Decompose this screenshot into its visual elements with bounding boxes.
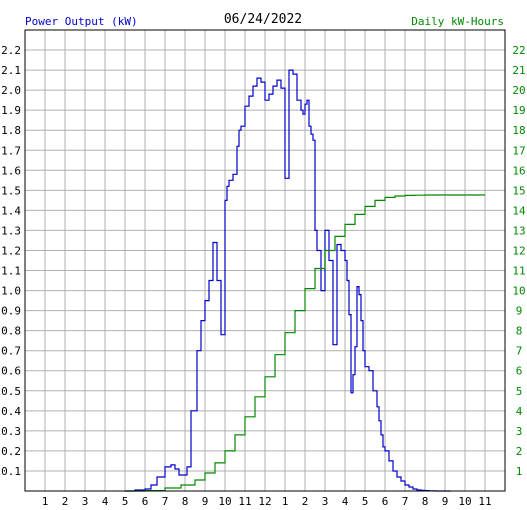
x-tick-label: 4	[102, 495, 109, 508]
right-tick-label: 5	[516, 385, 523, 398]
x-tick-label: 8	[182, 495, 189, 508]
x-tick-label: 6	[142, 495, 149, 508]
x-tick-label: 9	[442, 495, 449, 508]
x-tick-label: 6	[382, 495, 389, 508]
left-tick-label: 2.2	[1, 44, 21, 57]
power-output-series-line	[125, 69, 451, 492]
x-tick-label: 3	[322, 495, 329, 508]
left-tick-label: 1.3	[1, 224, 21, 237]
right-tick-label: 11	[512, 265, 525, 278]
x-axis-ticks: 1 2 3 4 5 6 7 8 9 10 11 12 1 2 3 4 5 6 7 8 9 10 11	[42, 495, 492, 508]
left-tick-label: 0.1	[1, 465, 21, 478]
left-tick-label: 1.2	[1, 244, 21, 257]
x-tick-label: 11	[238, 495, 251, 508]
right-tick-label: 9	[516, 305, 523, 318]
left-tick-label: 1.9	[1, 104, 21, 117]
left-tick-label: 0.3	[1, 425, 21, 438]
left-axis-ticks: 0.1 0.2 0.3 0.4 0.5 0.6 0.7 0.8 0.9 1.0 1.1 1.2 1.3 1…	[1, 44, 21, 478]
left-tick-label: 0.4	[1, 405, 21, 418]
right-tick-label: 17	[512, 144, 525, 157]
left-tick-label: 0.8	[1, 325, 21, 338]
x-tick-label: 4	[342, 495, 349, 508]
left-axis-title: Power Output (kW)	[25, 15, 138, 28]
x-tick-label: 9	[202, 495, 209, 508]
left-tick-label: 1.8	[1, 124, 21, 137]
left-tick-label: 0.7	[1, 345, 21, 358]
right-tick-label: 8	[516, 325, 523, 338]
x-tick-label: 5	[122, 495, 129, 508]
left-tick-label: 1.4	[1, 204, 21, 217]
right-tick-label: 20	[512, 84, 525, 97]
right-tick-label: 21	[512, 64, 525, 77]
right-tick-label: 13	[512, 224, 525, 237]
x-tick-label: 7	[402, 495, 409, 508]
right-tick-label: 14	[512, 204, 526, 217]
chart-title: 06/24/2022	[224, 12, 302, 27]
grid	[25, 30, 505, 491]
right-tick-label: 16	[512, 164, 525, 177]
left-tick-label: 2.0	[1, 84, 21, 97]
x-tick-label: 2	[302, 495, 309, 508]
right-tick-label: 1	[516, 465, 523, 478]
right-tick-label: 4	[516, 405, 523, 418]
right-tick-label: 6	[516, 365, 523, 378]
left-tick-label: 1.5	[1, 184, 21, 197]
right-tick-label: 7	[516, 345, 523, 358]
left-tick-label: 1.7	[1, 144, 21, 157]
right-axis-title: Daily kW-Hours	[411, 15, 504, 28]
right-tick-label: 12	[512, 244, 525, 257]
left-tick-label: 2.1	[1, 64, 21, 77]
right-tick-label: 18	[512, 124, 525, 137]
left-tick-label: 0.5	[1, 385, 21, 398]
left-tick-label: 0.9	[1, 305, 21, 318]
left-tick-label: 1.6	[1, 164, 21, 177]
x-tick-label: 10	[458, 495, 471, 508]
series-group	[125, 69, 485, 492]
left-tick-label: 1.0	[1, 285, 21, 298]
right-tick-label: 3	[516, 425, 523, 438]
x-tick-label: 7	[162, 495, 169, 508]
x-tick-label: 5	[362, 495, 369, 508]
daily-kwh-series-line	[125, 194, 485, 492]
right-tick-label: 15	[512, 184, 525, 197]
x-tick-label: 12	[258, 495, 271, 508]
x-tick-label: 3	[82, 495, 89, 508]
x-tick-label: 8	[422, 495, 429, 508]
x-tick-label: 11	[478, 495, 491, 508]
left-tick-label: 1.1	[1, 265, 21, 278]
x-tick-label: 2	[62, 495, 69, 508]
right-tick-label: 22	[512, 44, 525, 57]
right-tick-label: 19	[512, 104, 525, 117]
left-tick-label: 0.2	[1, 445, 21, 458]
right-tick-label: 2	[516, 445, 523, 458]
x-tick-label: 1	[42, 495, 49, 508]
left-tick-label: 0.6	[1, 365, 21, 378]
right-tick-label: 10	[512, 285, 525, 298]
plot-frame	[24, 29, 506, 492]
x-tick-label: 1	[282, 495, 289, 508]
x-tick-label: 10	[218, 495, 231, 508]
